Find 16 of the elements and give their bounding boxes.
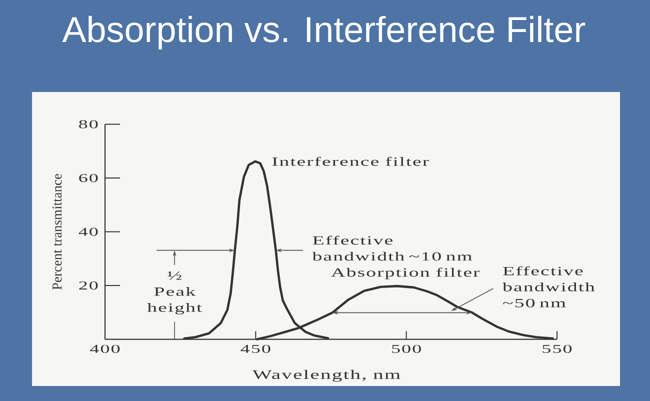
- chart-title: Absorption vs. Interference Filter: [62, 16, 586, 50]
- y-tick-label: 80: [79, 120, 98, 128]
- y-tick-label: 20: [79, 281, 98, 290]
- y-tick-label: 40: [78, 228, 98, 236]
- x-axis-title: Wavelength, nm: [252, 370, 400, 382]
- series-label: Absorption filter: [331, 268, 480, 280]
- y-tick-label: 60: [79, 174, 98, 182]
- annotation: Effective bandwidth ~10 nm: [312, 236, 472, 261]
- x-tick-label: 450: [240, 344, 270, 353]
- x-tick-label: 500: [392, 344, 421, 353]
- series-label: Interference filter: [272, 156, 429, 166]
- y-axis-title: Percent transmittance: [52, 174, 62, 290]
- x-tick-label: 400: [90, 344, 120, 353]
- x-tick-label: 550: [542, 344, 572, 353]
- annotation: ½ Peak height: [147, 271, 202, 314]
- annotation: Effective bandwidth ~50 nm: [502, 266, 595, 308]
